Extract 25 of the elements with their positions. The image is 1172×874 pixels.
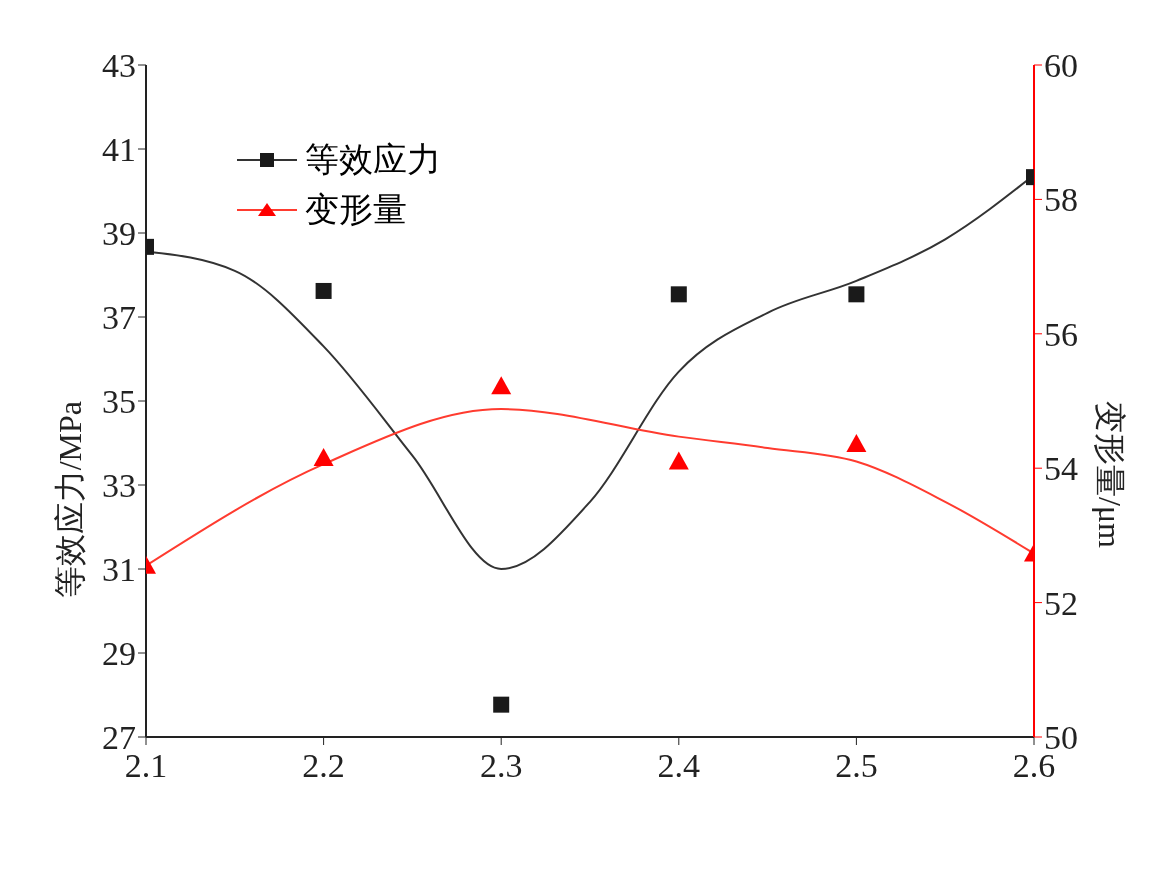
legend-label: 等效应力 — [305, 140, 441, 180]
x-tick-label: 2.2 — [302, 747, 345, 785]
point — [670, 286, 687, 303]
y2-tick-label: 60 — [1044, 47, 1078, 85]
y2-tick-label: 58 — [1044, 181, 1078, 219]
y-tick-label: 35 — [102, 383, 136, 421]
point — [491, 376, 512, 395]
y2-tick-label: 54 — [1044, 450, 1078, 488]
point — [493, 696, 510, 713]
y-tick-label: 41 — [102, 131, 136, 169]
y-tick-label: 33 — [102, 467, 136, 505]
y2-tick-label: 56 — [1044, 315, 1078, 353]
y2-axis-title: 变形量/μm — [1091, 401, 1128, 549]
y-tick-label: 37 — [102, 299, 136, 337]
point — [668, 451, 689, 470]
x-tick-label: 2.3 — [479, 747, 523, 785]
y2-tick-label: 52 — [1044, 584, 1078, 622]
y-tick-label: 43 — [102, 47, 136, 85]
x-tick-label: 2.4 — [657, 747, 701, 785]
legend-label: 变形量 — [305, 190, 407, 230]
y-tick-label: 29 — [102, 635, 136, 673]
y-tick-label: 39 — [102, 215, 136, 253]
y-axis-title: 等效应力/MPa — [52, 401, 89, 599]
x-tick-label: 2.5 — [835, 747, 878, 785]
y-tick-label: 31 — [102, 551, 136, 589]
